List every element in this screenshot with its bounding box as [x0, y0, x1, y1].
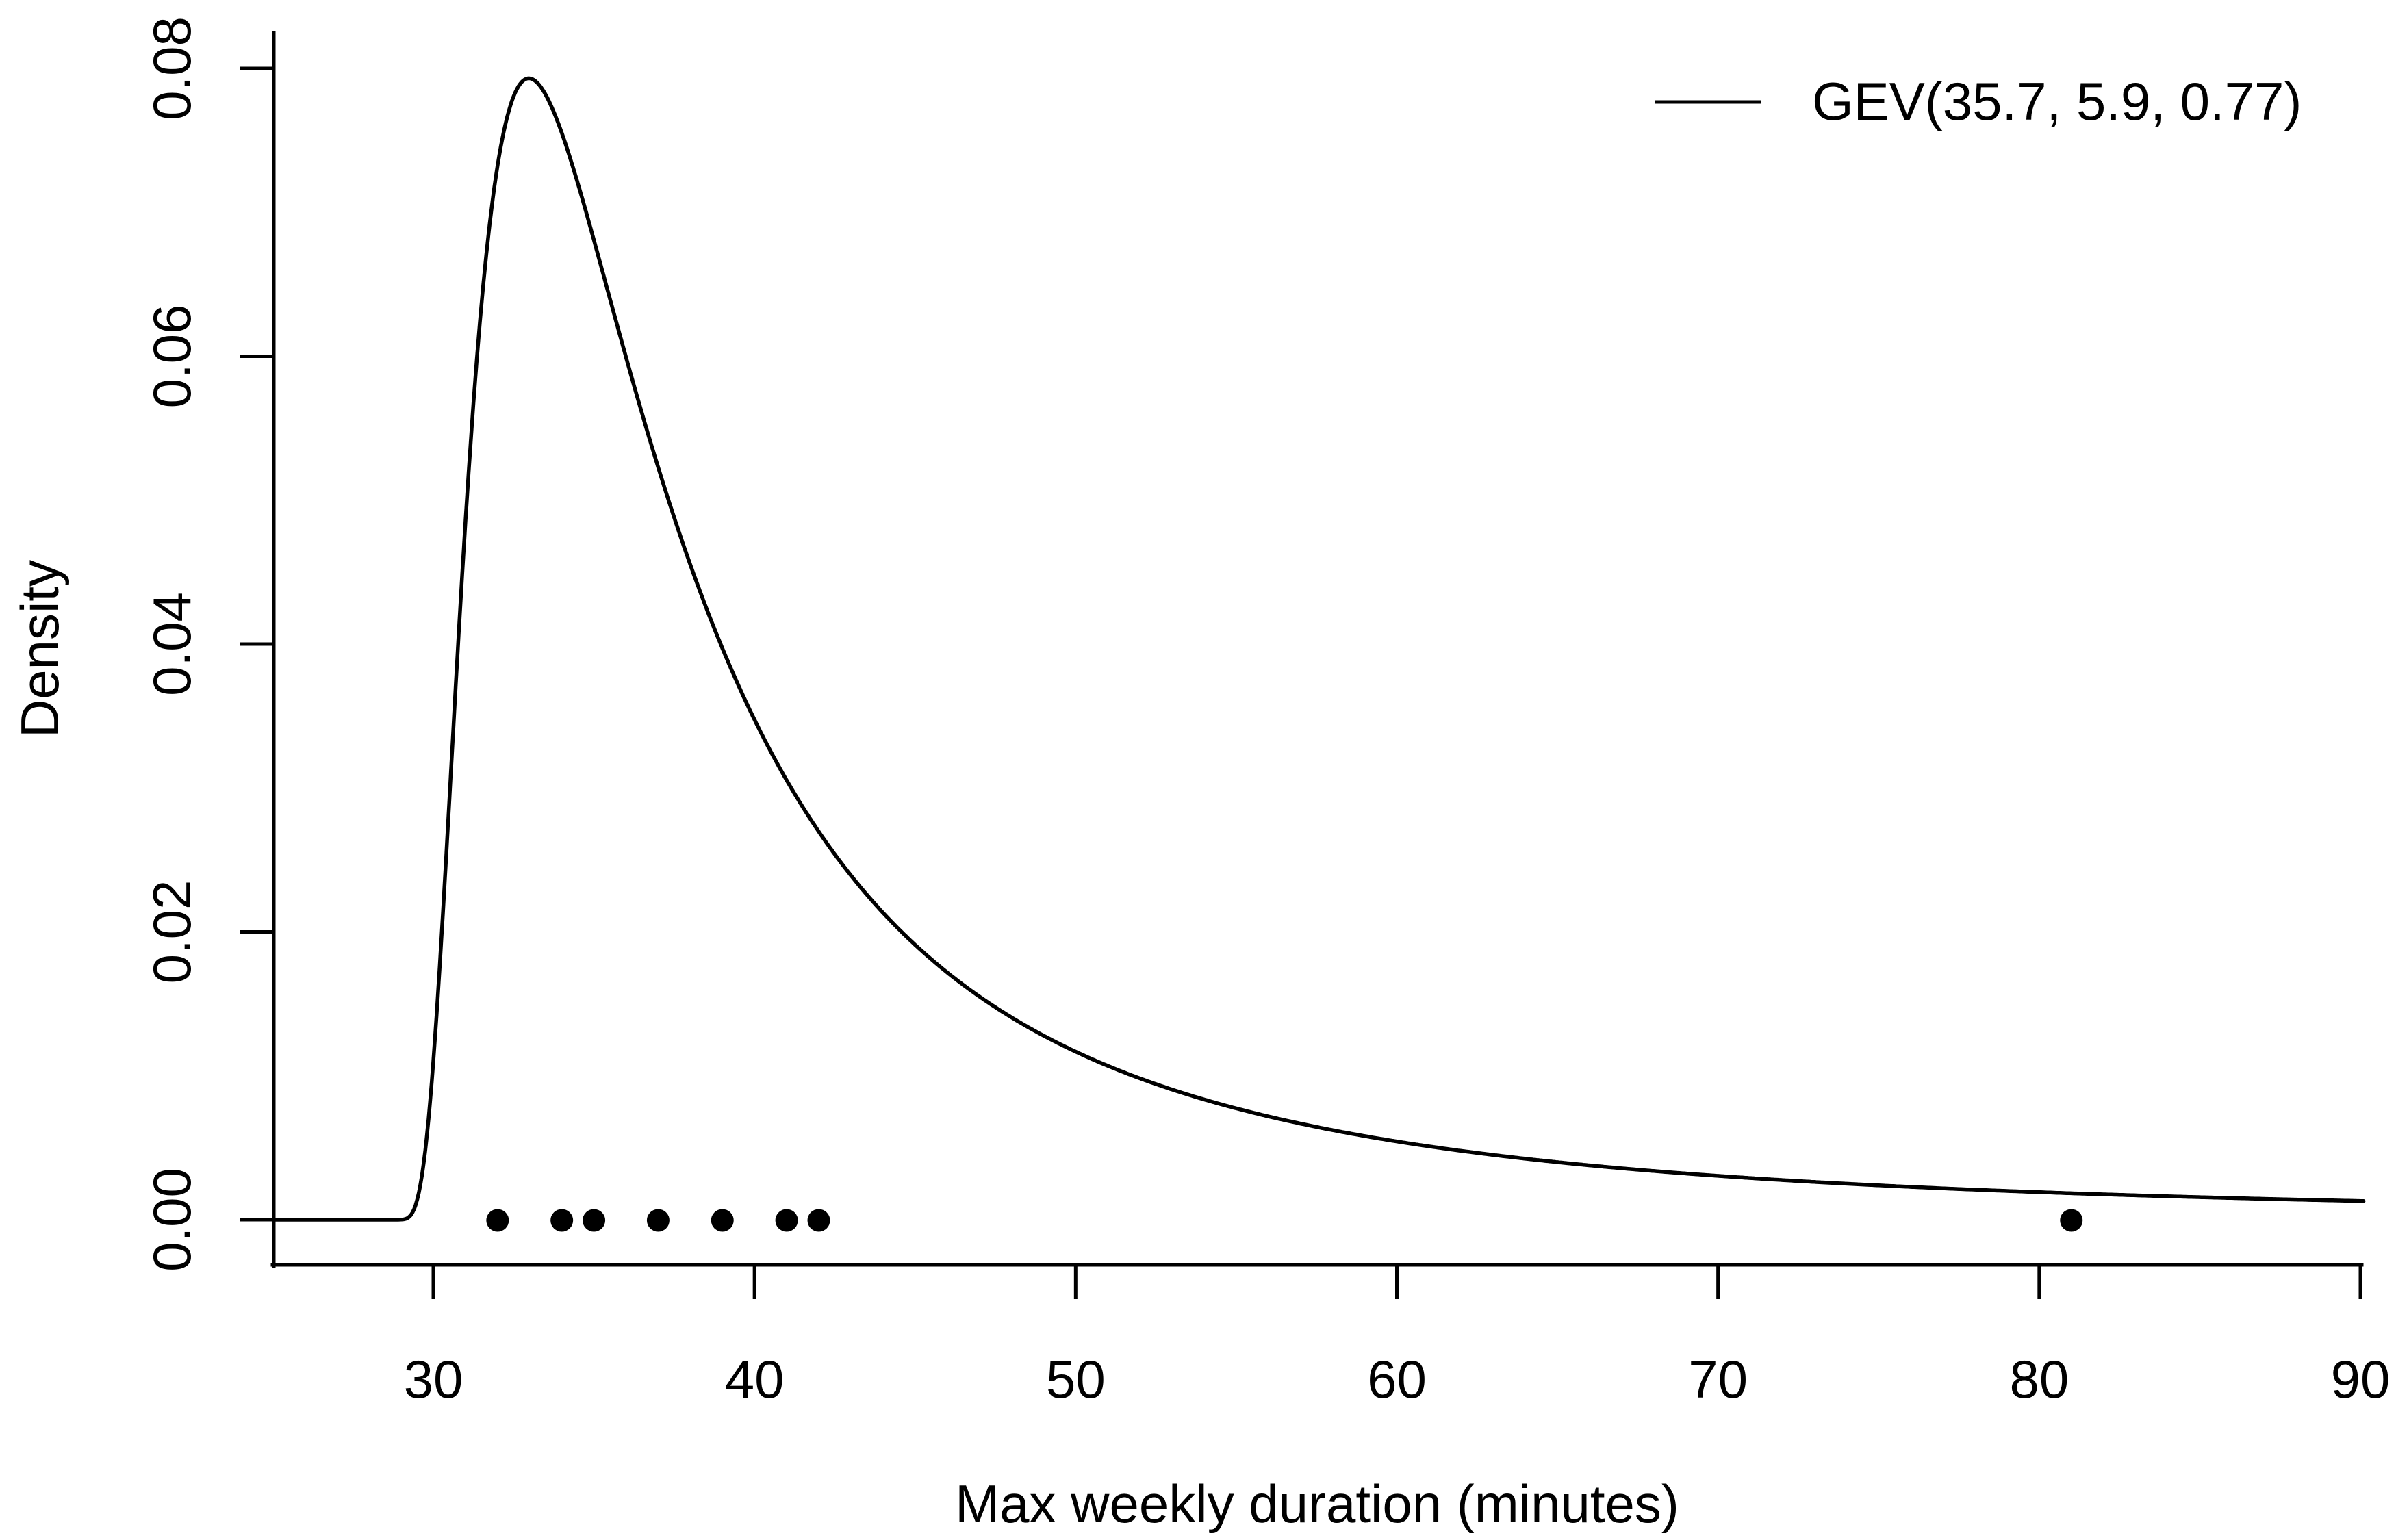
rug-point: [711, 1209, 734, 1232]
x-tick-label: 40: [725, 1349, 785, 1409]
rug-point: [550, 1209, 574, 1232]
y-tick-label: 0.02: [142, 880, 202, 984]
x-tick-label: 70: [1688, 1349, 1748, 1409]
y-tick-label: 0.08: [142, 16, 202, 120]
y-tick-label: 0.04: [142, 592, 202, 696]
x-tick-label: 50: [1046, 1349, 1106, 1409]
rug-point: [775, 1209, 798, 1232]
rug-point: [486, 1209, 509, 1232]
x-tick-label: 80: [2009, 1349, 2069, 1409]
legend: GEV(35.7, 5.9, 0.77): [1655, 71, 2302, 131]
x-tick-label: 60: [1367, 1349, 1427, 1409]
legend-label: GEV(35.7, 5.9, 0.77): [1812, 71, 2302, 131]
rug-point: [583, 1209, 606, 1232]
x-axis: 30 40 50 60 70 80 90: [270, 1263, 2391, 1409]
y-ticks: 0.00 0.02 0.04 0.06 0.08: [142, 16, 274, 1272]
rug-points: [486, 1209, 2083, 1232]
x-axis-title: Max weekly duration (minutes): [955, 1474, 1679, 1534]
x-tick-label: 30: [404, 1349, 463, 1409]
x-tick-label: 90: [2331, 1349, 2391, 1409]
y-axis-title: Density: [10, 560, 70, 738]
rug-point: [2060, 1209, 2083, 1232]
y-tick-label: 0.06: [142, 305, 202, 409]
x-ticks: 30 40 50 60 70 80 90: [404, 1265, 2391, 1409]
rug-point: [646, 1209, 670, 1232]
rug-point: [807, 1209, 830, 1232]
y-axis: 0.00 0.02 0.04 0.06 0.08: [142, 16, 276, 1272]
gev-density-curve: [272, 76, 2366, 1222]
y-tick-label: 0.00: [142, 1168, 202, 1272]
